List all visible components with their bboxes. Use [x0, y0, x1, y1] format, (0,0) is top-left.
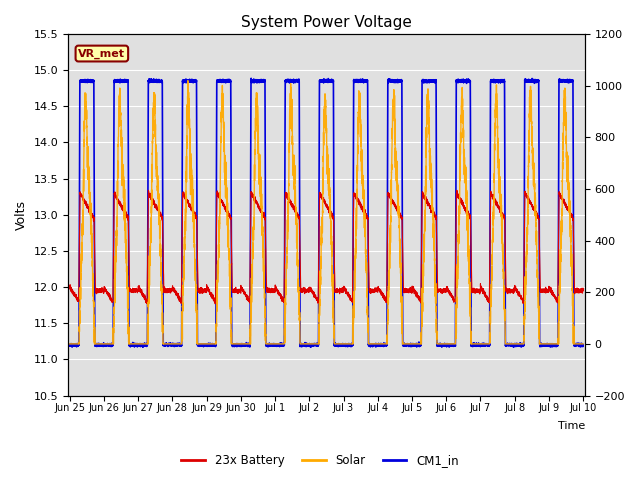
- X-axis label: Time: Time: [557, 421, 585, 431]
- Text: VR_met: VR_met: [78, 48, 125, 59]
- Title: System Power Voltage: System Power Voltage: [241, 15, 412, 30]
- Legend: 23x Battery, Solar, CM1_in: 23x Battery, Solar, CM1_in: [177, 449, 463, 472]
- Y-axis label: Volts: Volts: [15, 200, 28, 230]
